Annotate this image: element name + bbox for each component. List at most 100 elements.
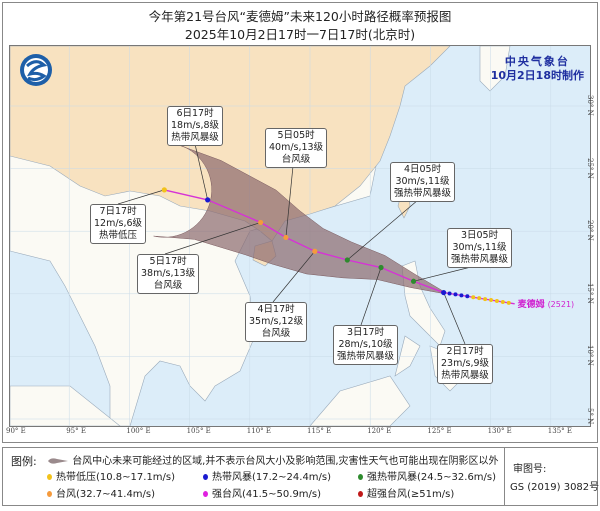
forecast-wind: 35m/s,12级 [249,316,304,327]
forecast-time: 3日17时 [346,327,385,338]
lon-tick: 105° E [186,427,211,435]
legend-dot-icon [47,491,52,497]
forecast-level: 强热带风暴级 [451,254,509,265]
legend-item: 强台风(41.5~50.9m/s) [203,485,321,500]
legend-item-label: 超强台风(≥51m/s) [367,489,455,500]
past-track-point [483,297,488,302]
forecast-point-ty [258,219,264,226]
past-track-point [489,298,494,303]
cone-swatch-icon [48,458,68,464]
typhoon-name: 麦德姆 [517,299,545,310]
lon-tick: 130° E [487,427,512,435]
legend-title: 图例: [11,455,37,468]
legend-item: 超强台风(≥51m/s) [358,485,454,500]
forecast-time: 5日17时 [149,256,187,267]
forecast-point-ty [283,234,289,241]
past-track-point [494,298,499,303]
legend-item-label: 热带风暴(17.2~24.4m/s) [212,472,332,483]
legend-item-label: 热带低压(10.8~17.1m/s) [56,472,176,483]
lon-tick: 90° E [6,427,26,435]
lon-tick: 100° E [126,427,151,435]
forecast-point-ts [205,197,211,203]
legend-item-label: 强热带风暴(24.5~32.6m/s) [367,472,497,483]
forecast-time: 6日17时 [176,108,214,119]
leader-line [272,251,316,303]
lon-tick: 95° E [66,427,86,435]
forecast-point-ty [312,248,318,254]
issuer-block: 中央气象台 10月2日18时制作 [491,55,584,83]
forecast-wind: 23m/s,9级 [441,358,490,369]
lon-tick: 110° E [246,427,271,435]
legend-dot-icon [358,491,363,497]
map-title: 今年第21号台风“麦德姆”未来120小时路径概率预报图 [148,9,452,24]
forecast-time: 4日17时 [257,304,295,315]
cma-logo-icon [20,54,52,86]
lon-tick: 125° E [427,427,452,435]
forecast-level: 台风级 [261,328,291,339]
forecast-wind: 28m/s,10级 [338,339,393,350]
typhoon-code: (2521) [547,299,575,309]
legend-dot-icon [203,474,208,480]
review-number: GS (2019) 3082号 [510,482,600,493]
legend: 图例: 台风中心未来可能经过的区域,并不表示台风大小及影响范围,灾害性天气也可能… [2,447,600,506]
past-track-point [465,294,470,299]
forecast-label: 4日17时 35m/s,12级 台风级 [245,302,308,342]
past-track-point [500,299,505,304]
forecast-level: 台风级 [153,280,183,291]
forecast-label: 4日05时 30m/s,11级 强热带风暴级 [390,162,456,202]
issuer-made-time: 10月2日18时制作 [490,69,584,82]
forecast-label: 6日17时 18m/s,8级 热带风暴级 [167,106,224,146]
forecast-label: 7日17时 12m/s,6级 热带低压 [90,204,147,244]
lat-tick: 5° N [586,408,594,425]
leader-line [285,165,294,238]
forecast-wind: 30m/s,11级 [395,176,450,187]
forecast-level: 强热带风暴级 [394,188,452,199]
map-frame [2,2,598,443]
forecast-level: 热带风暴级 [441,370,489,381]
legend-dot-icon [203,491,208,497]
forecast-level: 强热带风暴级 [337,351,395,362]
forecast-label: 2日17时 23m/s,9级 热带风暴级 [437,344,494,384]
forecast-wind: 18m/s,8级 [171,120,220,131]
lon-tick: 135° E [547,427,572,435]
legend-cone-text: 台风中心未来可能经过的区域,并不表示台风大小及影响范围,灾害性天气也可能出现在阴… [72,456,499,467]
past-track-point [453,292,458,297]
forecast-wind: 30m/s,11级 [452,242,507,253]
past-track-point [459,293,464,298]
forecast-label: 3日17时 28m/s,10级 强热带风暴级 [333,325,399,365]
map-subtitle: 2025年10月2日17时一7日17时(北京时) [184,27,416,42]
past-track-point [477,296,482,301]
leader-line [443,292,466,345]
legend-item: 热带低压(10.8~17.1m/s) [47,468,175,483]
legend-divider [504,448,505,505]
lat-tick: 25° N [586,157,594,179]
forecast-time: 3日05时 [460,230,499,241]
forecast-level: 热带风暴级 [171,132,219,143]
forecast-point-td [161,187,167,193]
lat-tick: 20° N [586,220,594,241]
lon-tick: 120° E [367,427,392,435]
forecast-wind: 12m/s,6级 [94,218,143,229]
typhoon-name-label: 麦德姆 (2521) [518,297,575,310]
forecast-time: 2日17时 [446,346,484,357]
forecast-level: 热带低压 [99,230,138,241]
lat-tick: 10° N [586,345,594,367]
leader-line [413,265,476,282]
forecast-point-sts [344,257,350,263]
forecast-label: 3日05时 30m/s,11级 强热带风暴级 [447,228,513,268]
legend-item-label: 台风(32.7~41.4m/s) [56,489,156,500]
legend-cone: 台风中心未来可能经过的区域,并不表示台风大小及影响范围,灾害性天气也可能出现在阴… [47,452,499,467]
forecast-point-sts [378,264,384,271]
forecast-level: 台风级 [281,154,311,165]
land-japan [479,45,511,92]
lat-tick: 30° N [586,95,594,116]
forecast-point-ts [441,289,447,296]
forecast-point-sts [410,278,417,284]
forecast-time: 7日17时 [99,206,137,217]
leader-line [360,267,382,326]
past-track-point [447,291,452,296]
forecast-label: 5日17时 38m/s,13级 台风级 [137,254,200,294]
leader-line [164,222,261,255]
legend-item: 强热带风暴(24.5~32.6m/s) [358,468,496,483]
past-track-point [506,300,511,305]
